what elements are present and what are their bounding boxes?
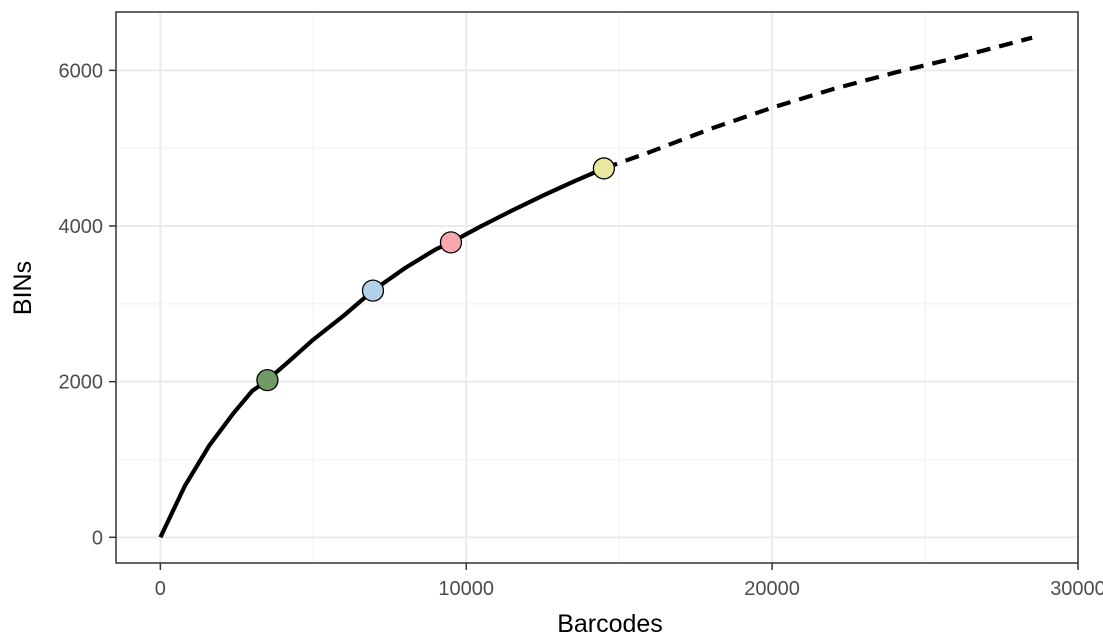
y-tick-label: 0 [92, 527, 103, 549]
data-point-4 [592, 157, 616, 180]
y-tick-label: 2000 [59, 372, 104, 394]
y-tick-label: 6000 [59, 60, 104, 82]
x-tick-label: 20000 [744, 578, 800, 600]
x-tick-label: 0 [155, 578, 166, 600]
y-axis: 0 2000 4000 6000 [59, 60, 116, 549]
series-line-1 [158, 166, 605, 539]
x-tick-label: 30000 [1050, 578, 1103, 600]
data-points [256, 157, 616, 392]
plot-border [115, 11, 1079, 564]
data-point-3 [439, 231, 463, 254]
y-tick-label: 4000 [59, 216, 104, 238]
x-tick-label: 10000 [438, 578, 494, 600]
x-axis: 0 10000 20000 30000 [155, 563, 1103, 600]
data-point-2 [361, 279, 385, 302]
series-line-2 [603, 35, 1033, 171]
data-point-1 [256, 368, 279, 392]
x-axis-title: Barcodes [557, 610, 663, 638]
data-lines [158, 35, 1033, 539]
plot-background [116, 12, 1078, 563]
y-axis-title: BINs [9, 261, 37, 315]
